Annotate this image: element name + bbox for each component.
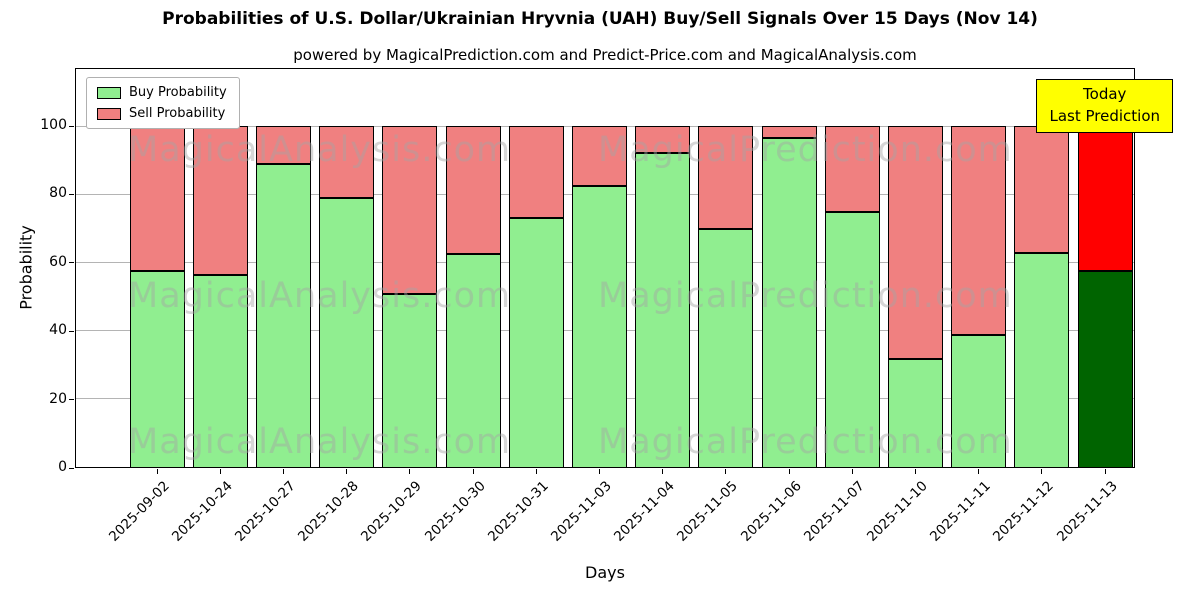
- bar-buy-segment: [255, 163, 311, 468]
- bar-buy-segment: [571, 185, 627, 468]
- bar-buy-segment: [824, 211, 880, 468]
- x-tick-label: 2025-09-02: [105, 478, 173, 545]
- y-tick-label: 0: [58, 459, 67, 475]
- legend-sell-swatch: [97, 107, 121, 120]
- x-tick-mark: [598, 469, 600, 474]
- x-tick-label: 2025-11-05: [674, 478, 742, 545]
- x-tick-label: 2025-10-30: [421, 478, 489, 545]
- y-tick-mark: [69, 125, 74, 127]
- bar-buy-segment: [1014, 252, 1070, 468]
- bar-sell-segment: [1014, 126, 1070, 253]
- x-tick-label: 2025-11-06: [737, 478, 805, 545]
- x-tick-mark: [219, 469, 221, 474]
- legend-item-buy: Buy Probability: [97, 85, 227, 100]
- bar-sell-segment: [382, 126, 438, 294]
- x-tick-mark: [914, 469, 916, 474]
- legend-sell-label: Sell Probability: [129, 106, 226, 121]
- x-tick-mark: [788, 469, 790, 474]
- legend-item-sell: Sell Probability: [97, 106, 227, 121]
- chart-subtitle: powered by MagicalPrediction.com and Pre…: [293, 46, 917, 64]
- bar-buy-segment: [761, 138, 817, 468]
- legend: Buy Probability Sell Probability: [86, 77, 240, 129]
- y-tick-mark: [69, 193, 74, 195]
- today-annotation-line1: Today: [1083, 85, 1127, 103]
- bar-sell-segment: [255, 126, 311, 164]
- bar-buy-segment: [192, 274, 248, 468]
- bar-sell-segment: [698, 126, 754, 229]
- today-annotation-line2: Last Prediction: [1049, 106, 1160, 125]
- bar-buy-segment: [445, 254, 501, 468]
- x-tick-label: 2025-11-13: [1053, 478, 1121, 545]
- bar-buy-segment: [1077, 271, 1133, 468]
- x-axis-label: Days: [585, 563, 625, 582]
- bar-buy-segment: [951, 334, 1007, 468]
- x-tick-mark: [282, 469, 284, 474]
- x-tick-mark: [535, 469, 537, 474]
- x-tick-mark: [662, 469, 664, 474]
- y-tick-label: 100: [40, 117, 67, 134]
- bar-buy-segment: [635, 153, 691, 468]
- x-tick-label: 2025-11-11: [927, 478, 994, 545]
- x-tick-mark: [1041, 469, 1043, 474]
- y-tick-mark: [69, 262, 74, 264]
- x-tick-mark: [978, 469, 980, 474]
- bar-buy-segment: [887, 358, 943, 468]
- x-tick-mark: [346, 469, 348, 474]
- bar-sell-segment: [508, 126, 564, 219]
- bar-buy-segment: [382, 293, 438, 468]
- bar-sell-segment: [761, 126, 817, 139]
- y-tick-label: 20: [49, 390, 67, 407]
- bar-sell-segment: [887, 126, 943, 359]
- x-tick-mark: [409, 469, 411, 474]
- bar-sell-segment: [129, 126, 185, 272]
- y-tick-label: 40: [49, 322, 67, 339]
- y-tick-label: 60: [49, 253, 67, 270]
- today-annotation: Today Last Prediction: [1036, 79, 1173, 133]
- x-tick-label: 2025-11-12: [990, 478, 1058, 545]
- y-tick-mark: [69, 330, 74, 332]
- chart-title: Probabilities of U.S. Dollar/Ukrainian H…: [162, 9, 1038, 29]
- legend-buy-swatch: [97, 86, 121, 99]
- y-tick-mark: [69, 467, 74, 469]
- x-tick-mark: [851, 469, 853, 474]
- x-tick-label: 2025-10-29: [358, 478, 426, 545]
- x-tick-label: 2025-11-04: [611, 478, 678, 545]
- bar-sell-segment: [1077, 126, 1133, 272]
- y-tick-label: 80: [49, 185, 67, 202]
- bar-sell-segment: [571, 126, 627, 186]
- bar-buy-segment: [319, 197, 375, 468]
- y-tick-mark: [69, 399, 74, 401]
- x-tick-mark: [156, 469, 158, 474]
- x-tick-label: 2025-10-24: [168, 478, 236, 545]
- bar-sell-segment: [319, 126, 375, 198]
- x-tick-label: 2025-11-07: [800, 478, 868, 545]
- bar-sell-segment: [635, 126, 691, 154]
- bar-buy-segment: [698, 228, 754, 468]
- x-tick-mark: [725, 469, 727, 474]
- x-tick-label: 2025-11-03: [547, 478, 615, 545]
- bar-sell-segment: [824, 126, 880, 212]
- bar-sell-segment: [192, 126, 248, 275]
- bar-sell-segment: [951, 126, 1007, 335]
- x-tick-mark: [472, 469, 474, 474]
- x-tick-label: 2025-10-28: [295, 478, 362, 545]
- bar-buy-segment: [129, 271, 185, 468]
- x-tick-label: 2025-10-31: [484, 478, 552, 545]
- legend-buy-label: Buy Probability: [129, 85, 227, 100]
- x-tick-label: 2025-10-27: [231, 478, 299, 545]
- x-tick-label: 2025-11-10: [863, 478, 931, 545]
- x-tick-mark: [1104, 469, 1106, 474]
- bar-sell-segment: [445, 126, 501, 255]
- bar-buy-segment: [508, 218, 564, 468]
